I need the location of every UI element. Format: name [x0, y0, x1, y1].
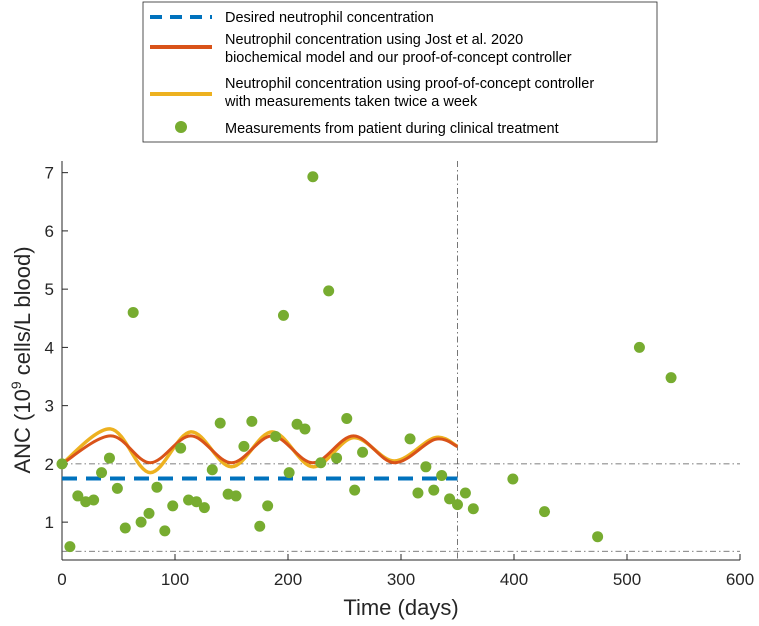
measurement-point-45: [452, 499, 463, 511]
legend-label-jost-line1: Neutrophil concentration using Jost et a…: [225, 32, 523, 48]
measurement-point-15: [175, 442, 187, 454]
legend-label-jost-line2: biochemical model and our proof-of-conce…: [225, 50, 572, 66]
measurement-point-18: [198, 502, 210, 514]
legend: Desired neutrophil concentration Neutrop…: [142, 1, 658, 143]
measurement-point-37: [349, 484, 361, 496]
y-axis-title: ANC (109 cells/L blood): [8, 246, 35, 473]
measurement-point-43: [436, 470, 448, 482]
measurement-point-27: [270, 431, 282, 443]
measurement-point-39: [404, 433, 416, 445]
measurement-point-24: [246, 415, 258, 427]
measurement-point-29: [283, 467, 295, 479]
measurement-point-2: [72, 490, 84, 502]
x-tick-label-1: 100: [161, 570, 189, 589]
x-tick-label-6: 600: [726, 570, 754, 589]
measurement-point-41: [420, 461, 432, 473]
y-tick-label-3: 4: [45, 338, 54, 357]
y-tick-label-5: 6: [45, 222, 54, 241]
measurement-point-19: [206, 464, 218, 476]
measurement-point-51: [633, 341, 645, 353]
measurement-point-14: [167, 500, 179, 512]
measurement-point-46: [459, 487, 471, 499]
measurement-point-7: [111, 482, 123, 494]
measurement-point-30: [291, 418, 303, 430]
y-tick-label-2: 3: [45, 397, 54, 416]
legend-swatch-measurements: [175, 121, 187, 133]
y-axis-title-prefix: ANC (10: [10, 389, 35, 473]
axes: [61, 161, 740, 561]
measurement-point-17: [190, 496, 202, 508]
measurement-point-50: [592, 531, 604, 543]
measurement-point-22: [230, 490, 242, 502]
legend-label-twice-weekly-line1: Neutrophil concentration using proof-of-…: [225, 76, 594, 92]
measurement-point-33: [315, 457, 327, 469]
measurement-point-1: [64, 541, 76, 553]
measurement-point-49: [539, 506, 551, 518]
x-tick-label-3: 300: [387, 570, 415, 589]
reference-lines: [62, 161, 740, 560]
measurement-point-36: [341, 412, 353, 424]
y-tick-label-0: 1: [45, 513, 54, 532]
measurement-point-5: [96, 467, 108, 479]
measurement-point-23: [238, 440, 250, 452]
measurement-point-34: [323, 285, 335, 297]
measurement-point-13: [159, 525, 171, 537]
y-tick-label-4: 5: [45, 280, 54, 299]
measurement-point-26: [262, 500, 274, 512]
series-lines: [60, 427, 459, 481]
legend-label-desired: Desired neutrophil concentration: [225, 10, 434, 26]
measurement-point-0: [56, 458, 68, 470]
legend-box: [142, 1, 658, 143]
measurement-point-35: [331, 452, 343, 464]
measurement-point-10: [135, 516, 147, 528]
x-tick-label-4: 400: [500, 570, 528, 589]
measurement-point-4: [88, 494, 100, 506]
measurement-point-9: [127, 306, 139, 318]
measurement-point-48: [507, 473, 519, 485]
y-tick-label-6: 7: [45, 164, 54, 183]
y-tick-label-1: 2: [45, 455, 54, 474]
series-line-twice-weekly: [60, 427, 459, 475]
x-tick-label-2: 200: [274, 570, 302, 589]
measurement-point-28: [277, 309, 289, 321]
y-axis-title-exponent: 9: [8, 381, 24, 389]
measurement-point-52: [665, 372, 677, 384]
measurement-point-47: [467, 503, 479, 515]
measurement-point-32: [307, 171, 319, 183]
measurement-markers: [56, 171, 677, 553]
ticks: 0 100 200 300 400 500 600 1 2 3 4 5 6 7: [45, 164, 755, 589]
measurement-point-38: [357, 446, 369, 458]
measurement-point-42: [428, 484, 440, 496]
x-axis-title: Time (days): [343, 595, 458, 620]
y-axis-title-suffix: cells/L blood): [10, 246, 35, 381]
measurement-point-20: [214, 417, 226, 429]
legend-label-twice-weekly-line2: with measurements taken twice a week: [224, 94, 478, 110]
measurement-point-25: [254, 520, 266, 532]
measurement-point-44: [444, 493, 456, 505]
measurement-point-12: [151, 481, 163, 493]
measurement-point-31: [299, 423, 311, 435]
x-tick-label-5: 500: [613, 570, 641, 589]
measurement-point-40: [412, 487, 424, 499]
legend-label-measurements: Measurements from patient during clinica…: [225, 121, 559, 137]
measurement-point-8: [119, 522, 131, 534]
x-tick-label-0: 0: [57, 570, 66, 589]
measurement-point-6: [103, 452, 115, 464]
measurement-point-11: [143, 507, 155, 519]
